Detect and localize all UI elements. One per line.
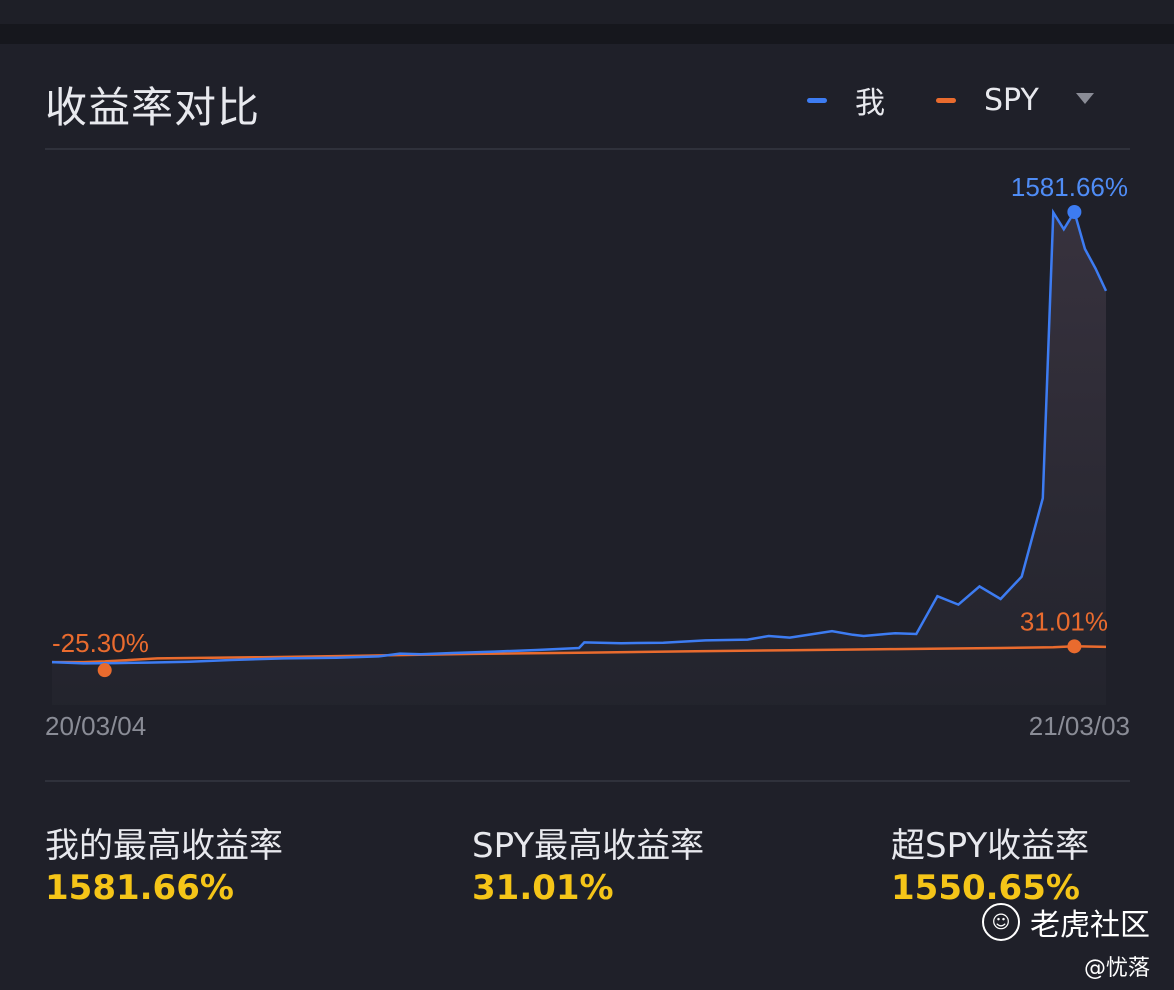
top-strip-inner bbox=[0, 0, 1174, 24]
page-title: 收益率对比 bbox=[45, 83, 261, 132]
legend-label: 我 bbox=[855, 86, 885, 121]
watermark: ☺ 老虎社区 bbox=[982, 900, 1150, 944]
watermark-name: 老虎社区 bbox=[1030, 908, 1150, 943]
spy-peak-point bbox=[1067, 639, 1082, 654]
spy-max-return-value: 31.01% bbox=[472, 868, 614, 908]
spy-trough-point bbox=[97, 663, 112, 678]
excess-return-value: 1550.65% bbox=[891, 868, 1080, 908]
stats-divider bbox=[45, 780, 1130, 782]
legend-item-spy[interactable]: SPY bbox=[936, 80, 1039, 120]
my-max-return-value: 1581.66% bbox=[45, 868, 234, 908]
x-axis-end-label: 21/03/03 bbox=[1029, 711, 1130, 741]
caret-down-icon[interactable] bbox=[1074, 90, 1096, 106]
legend-item-me[interactable]: 我 bbox=[807, 80, 885, 121]
me-peak-label: 1581.66% bbox=[1011, 172, 1128, 202]
watermark-user: @忧落 bbox=[1083, 956, 1150, 981]
spy-max-return-label: SPY最高收益率 bbox=[472, 826, 705, 866]
me-peak-point bbox=[1067, 205, 1082, 219]
returns-comparison-card bbox=[0, 44, 1174, 990]
returns-line-chart: 1581.66% 31.01% -25.30% 20/03/04 21/03/0… bbox=[45, 172, 1130, 741]
legend-dash-icon bbox=[936, 97, 956, 103]
me-series-line bbox=[51, 208, 1108, 665]
spy-trough-label: -25.30% bbox=[52, 628, 149, 658]
x-axis-start-label: 20/03/04 bbox=[45, 711, 146, 741]
my-max-return-label: 我的最高收益率 bbox=[45, 826, 283, 866]
header-divider bbox=[45, 148, 1130, 150]
legend-label: SPY bbox=[984, 82, 1039, 118]
spy-peak-label: 31.01% bbox=[1020, 606, 1108, 636]
legend-dash-icon bbox=[807, 97, 827, 103]
spy-series-line bbox=[52, 645, 1107, 664]
excess-return-label: 超SPY收益率 bbox=[891, 826, 1090, 866]
tiger-logo-icon: ☺ bbox=[982, 903, 1020, 941]
top-strip bbox=[0, 0, 1174, 44]
me-area-fill bbox=[52, 212, 1106, 705]
